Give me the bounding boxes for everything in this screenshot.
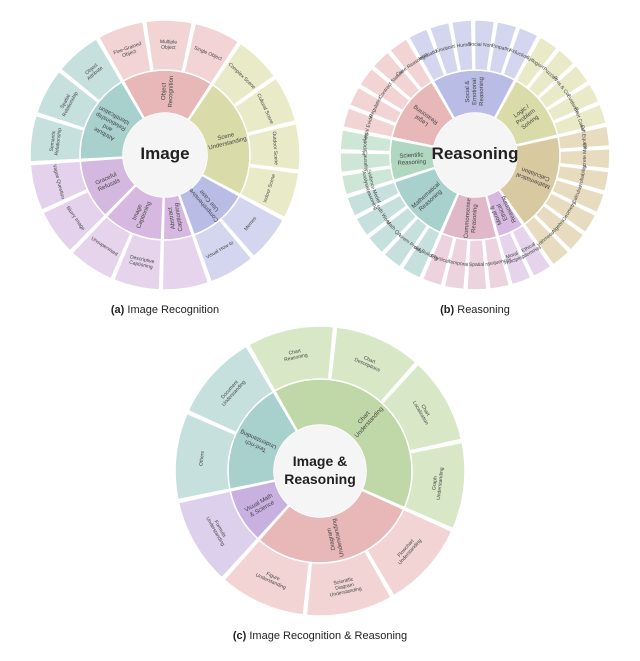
svg-text:MultipleObject: MultipleObject (160, 39, 178, 51)
caption-b: (b) Reasoning (330, 304, 620, 316)
caption-c: (c) Image Recognition & Reasoning (165, 630, 475, 642)
sunburst-image-reasoning: ChartUnderstandingChartReasoningChartDes… (165, 316, 475, 626)
chart-a-wrap: ObjectRecognitionFine-GrainedObjectMulti… (20, 10, 310, 316)
svg-text:Social &EmotionalReasoning: Social &EmotionalReasoning (464, 77, 484, 106)
center-label: Image (140, 144, 189, 163)
center-label: Reasoning (432, 144, 519, 163)
sunburst-reasoning: Social &EmotionalReasoningNegotiationEmo… (330, 10, 620, 300)
bottom-row: ChartUnderstandingChartReasoningChartDes… (10, 316, 630, 642)
sunburst-image: ObjectRecognitionFine-GrainedObjectMulti… (20, 10, 310, 300)
svg-text:Spatial: Spatial (469, 262, 484, 268)
top-row: ObjectRecognitionFine-GrainedObjectMulti… (10, 10, 630, 316)
caption-a: (a) Image Recognition (20, 304, 310, 316)
chart-b-wrap: Social &EmotionalReasoningNegotiationEmo… (330, 10, 620, 316)
svg-text:ScientificReasoning: ScientificReasoning (397, 152, 426, 167)
chart-c-wrap: ChartUnderstandingChartReasoningChartDes… (165, 316, 475, 642)
